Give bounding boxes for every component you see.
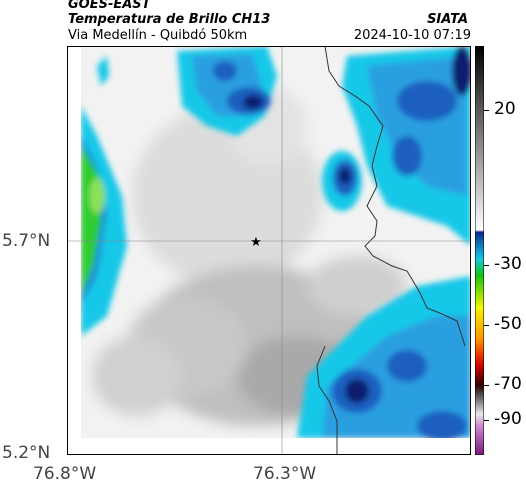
datetime-label: 2024-10-10 07:19 [353,28,471,43]
map-frame [67,46,471,455]
region-border [316,345,338,455]
colorbar-tick [484,325,489,326]
cloud-cluster-south [297,276,471,441]
colorbar-label-minus50: -50 [494,314,522,334]
map-left-edge [67,46,81,455]
location-star-icon: ★ [250,235,262,250]
colorbar-tick [484,265,489,266]
lon-label-76.3: 76.3°W [253,464,317,484]
organization-label: SIATA [427,12,468,27]
colorbar-tick [484,110,489,111]
cloud-cluster-northeast [322,46,471,246]
lat-label-5.7: 5.7°N [2,231,51,251]
colorbar [475,46,484,455]
route-subtitle: Via Medellín - Quibdó 50km [68,28,248,43]
lon-label-76.8: 76.8°W [33,464,97,484]
map-bottom-edge [67,438,471,455]
satellite-title: GOES-EAST [68,0,151,12]
country-border [324,46,466,347]
colorbar-label-minus30: -30 [494,254,522,274]
colorbar-label-20: 20 [494,99,516,119]
lat-label-5.2: 5.2°N [2,443,51,463]
colorbar-tick [484,420,489,421]
product-title: Temperatura de Brillo CH13 [68,12,271,27]
colorbar-tick [484,385,489,386]
colorbar-gradient [475,46,484,455]
cloud-cluster-north [177,46,277,136]
satellite-map[interactable]: ★ [67,46,471,455]
colorbar-label-minus90: -90 [494,409,522,429]
colorbar-label-minus70: -70 [494,374,522,394]
cloud-cluster-west [81,56,127,336]
